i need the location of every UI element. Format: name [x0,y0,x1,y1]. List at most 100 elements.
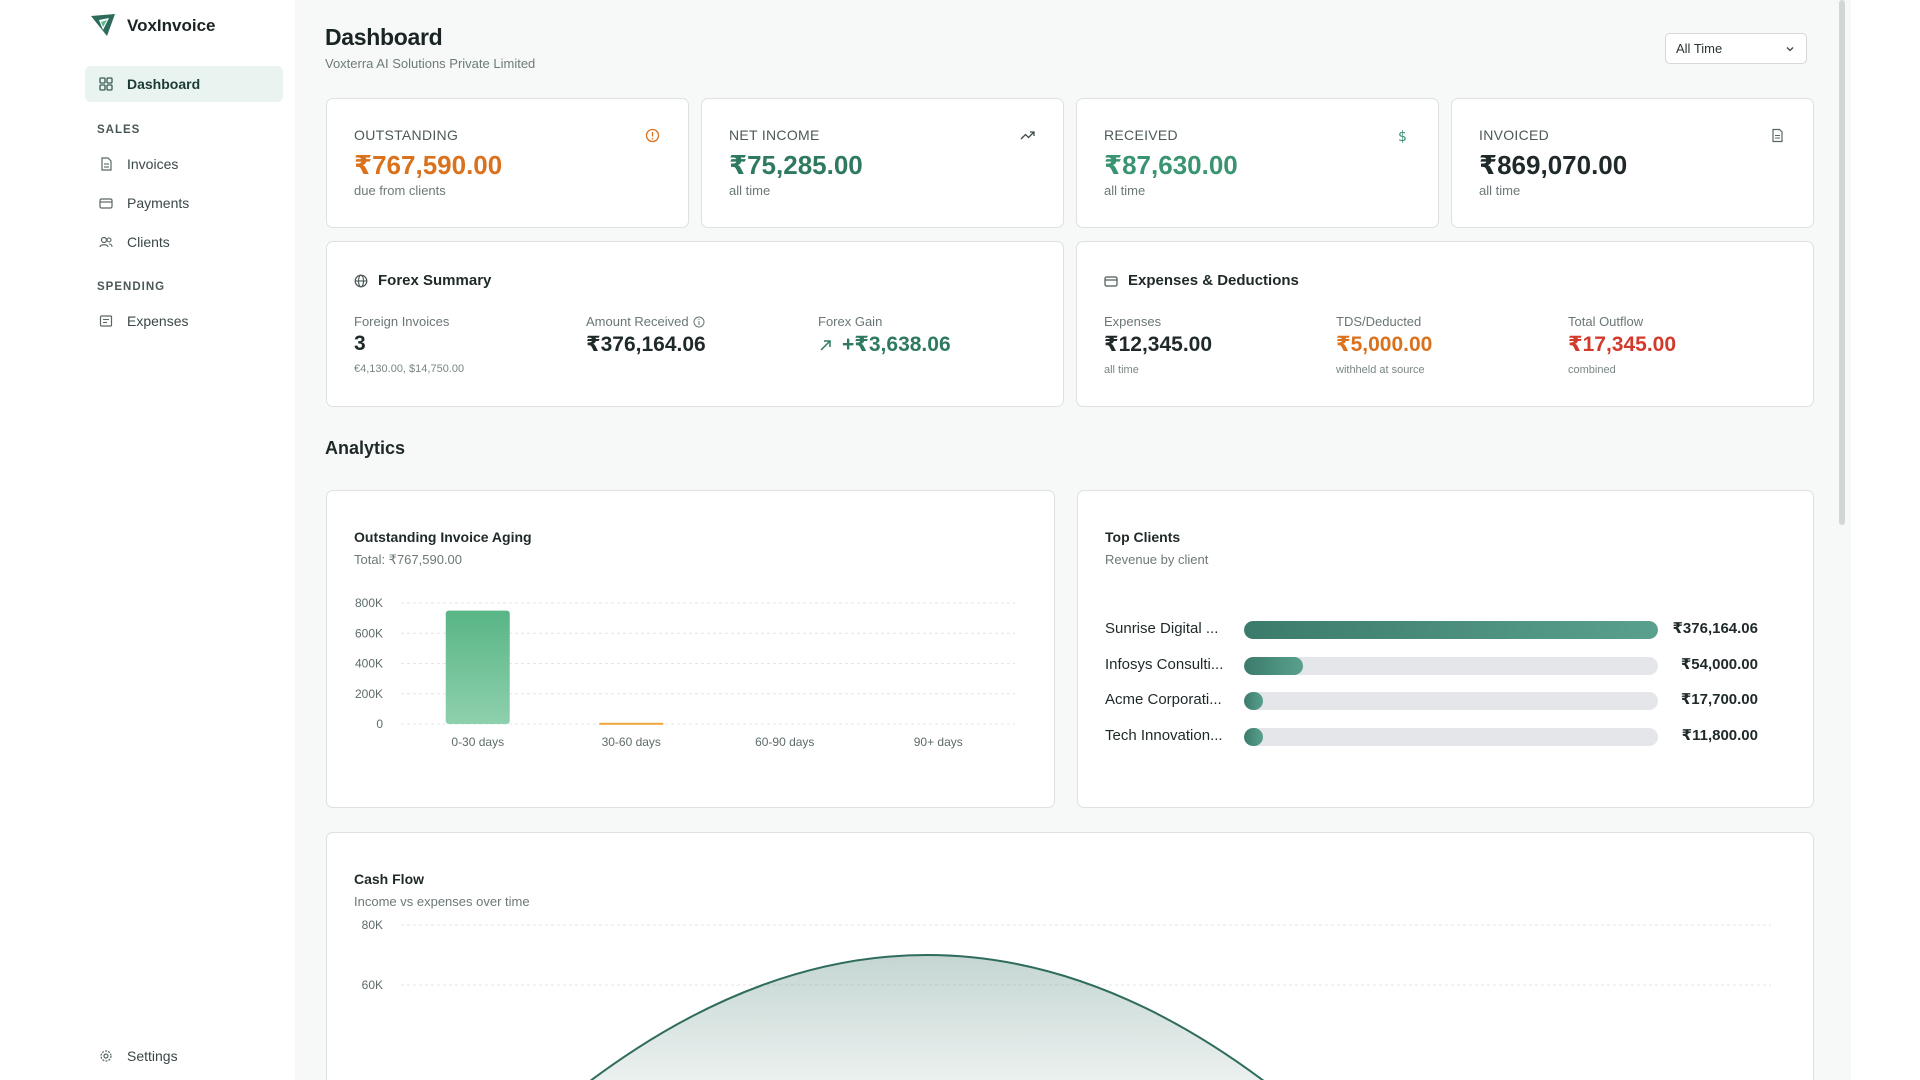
y-tick-label: 800K [355,596,383,610]
brand-name: VoxInvoice [127,16,216,35]
chevron-down-icon [1786,46,1794,51]
client-bar-fill [1244,692,1264,710]
stat-value: ₹869,070.00 [1479,150,1628,180]
stat-value: ₹767,590.00 [354,150,503,180]
metric-label: Foreign Invoices [354,314,450,329]
x-tick-label: 0-30 days [451,735,504,749]
sidebar-item-payments[interactable]: Payments [85,185,283,221]
sidebar-item-settings[interactable]: Settings [85,1038,283,1074]
stat-label: RECEIVED [1104,127,1178,143]
y-tick-label: 200K [355,687,383,701]
stat-label: INVOICED [1479,127,1550,143]
globe-icon [354,274,368,287]
page-title: Dashboard [325,24,443,50]
y-tick-label: 400K [355,657,383,671]
dollar-icon: $ [1398,129,1407,143]
sidebar-item-dashboard[interactable]: Dashboard [85,66,283,102]
client-row[interactable]: Tech Innovation... ₹11,800.00 [1105,725,1785,747]
income-line [589,954,1265,1080]
forex-summary-card: Forex Summary Foreign Invoices 3 €4,130.… [326,241,1064,407]
info-icon[interactable] [693,316,705,328]
income-area [591,955,1263,1080]
client-value: ₹54,000.00 [1680,656,1758,673]
metric-label: Forex Gain [818,314,883,329]
document-icon [101,157,112,171]
stat-card-invoiced: INVOICED ₹869,070.00 all time [1451,98,1814,228]
metric-forex-gain: Forex Gain +₹3,638.06 [818,314,1038,357]
client-value: ₹17,700.00 [1680,691,1758,708]
section-label-spending: SPENDING [97,281,166,293]
stat-sub: all time [1104,183,1146,198]
metric-sub: combined [1568,364,1616,376]
sidebar-item-label: Expenses [127,313,189,329]
client-name: Tech Innovation... [1105,727,1223,744]
metric-label: Total Outflow [1568,314,1644,329]
metric-value: 3 [354,332,366,355]
top-clients-card: Top Clients Revenue by client Sunrise Di… [1077,490,1814,808]
chart-subtitle: Revenue by client [1105,552,1209,567]
sidebar-item-expenses[interactable]: Expenses [85,303,283,339]
stat-card-outstanding: OUTSTANDING ₹767,590.00 due from clients [326,98,689,228]
client-value: ₹376,164.06 [1672,620,1758,637]
metric-amount-received: Amount Received ₹376,164.06 [586,314,806,357]
sidebar-item-clients[interactable]: Clients [85,224,283,260]
stat-sub: all time [1479,183,1521,198]
x-tick-label: 90+ days [914,735,963,749]
stat-label: NET INCOME [729,127,820,143]
scrollbar-thumb[interactable] [1839,0,1845,525]
chart-subtitle: Total: ₹767,590.00 [354,552,463,567]
metric-value: +₹3,638.06 [818,332,1038,357]
stat-card-received: RECEIVED $ ₹87,630.00 all time [1076,98,1439,228]
forex-summary-heading: Forex Summary [378,272,492,289]
client-row[interactable]: Sunrise Digital ... ₹376,164.06 [1105,618,1785,640]
stat-card-net-income: NET INCOME ₹75,285.00 all time [701,98,1064,228]
metric-label: Expenses [1104,314,1162,329]
sidebar-item-invoices[interactable]: Invoices [85,146,283,182]
sidebar-item-label: Payments [127,195,190,211]
y-tick-label: 60K [362,978,383,992]
metric-foreign-invoices: Foreign Invoices 3 €4,130.00, $14,750.00 [354,314,574,375]
users-icon [99,236,113,248]
sidebar-item-label: Invoices [127,156,179,172]
metric-tds: TDS/Deducted ₹5,000.00 withheld at sourc… [1336,314,1556,376]
client-name: Acme Corporati... [1105,691,1222,708]
client-bar-track [1244,657,1658,675]
trending-up-icon [1020,131,1035,140]
expenses-deductions-card: Expenses & Deductions Expenses ₹12,345.0… [1076,241,1814,407]
aging-chart-card: Outstanding Invoice Aging Total: ₹767,59… [326,490,1055,808]
client-bar-fill [1244,657,1304,675]
client-row[interactable]: Infosys Consulti... ₹54,000.00 [1105,654,1785,676]
aging-bar-chart: 0 200K 400K 600K 800K 0-30 days 30-60 days 60-9… [355,596,1015,749]
scrollbar-track[interactable] [1845,0,1851,1080]
stat-sub: due from clients [354,183,446,198]
alert-circle-icon [645,128,660,143]
gear-icon [100,1050,112,1062]
client-bar-fill [1244,621,1658,639]
brand[interactable]: VoxInvoice [89,12,216,40]
metric-expenses: Expenses ₹12,345.00 all time [1104,314,1324,376]
bar-30-60-days [599,722,664,725]
time-range-select[interactable]: All Time [1665,33,1807,64]
client-name: Infosys Consulti... [1105,656,1224,673]
grid-icon [99,77,113,91]
expenses-deductions-title: Expenses & Deductions [1104,272,1299,289]
metric-value: ₹17,345.00 [1568,333,1677,356]
arrow-up-right-icon [820,339,831,351]
stat-label: OUTSTANDING [354,127,459,143]
time-range-value: All Time [1676,41,1723,56]
receipt-icon [99,315,113,327]
y-tick-label: 600K [355,626,383,640]
sidebar-item-label: Dashboard [127,76,201,92]
metric-label: Amount Received [586,314,806,329]
sidebar-item-label: Clients [127,234,170,250]
client-row[interactable]: Acme Corporati... ₹17,700.00 [1105,689,1785,711]
y-tick-label: 0 [376,717,383,731]
stat-value: ₹75,285.00 [729,150,863,180]
stat-sub: all time [729,183,771,198]
x-tick-label: 60-90 days [755,735,814,749]
wallet-icon [1104,275,1118,287]
chart-title: Cash Flow [354,871,425,887]
chart-subtitle: Income vs expenses over time [354,894,530,909]
chart-title: Top Clients [1105,529,1181,545]
logo-icon [91,14,115,36]
